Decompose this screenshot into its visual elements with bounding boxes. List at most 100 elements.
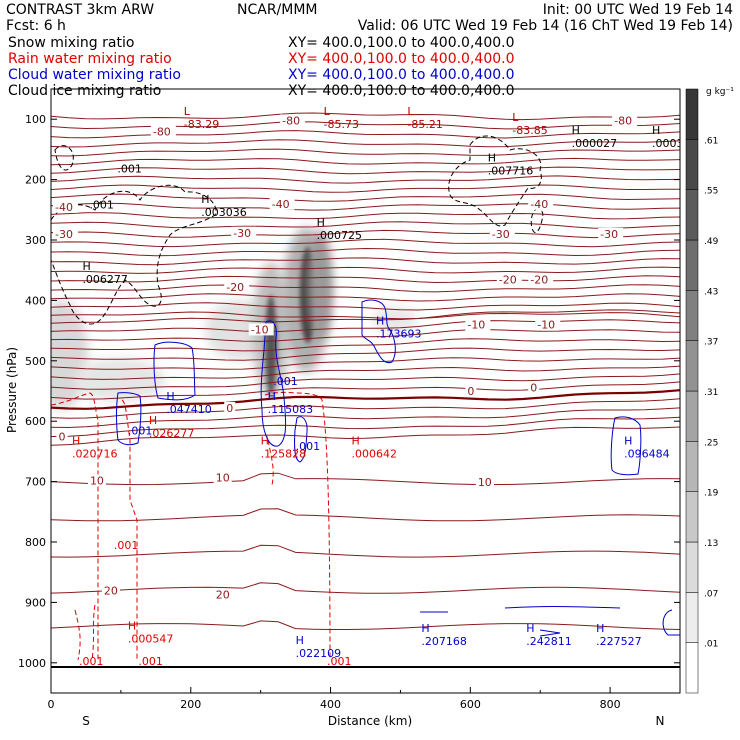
shade-left-low (75, 358, 165, 402)
cloud-contour-115083 (260, 320, 287, 447)
header-fcst: Fcst: 6 h (6, 18, 66, 34)
colorbar-label: .37 (704, 338, 718, 348)
extremum-marker: H (624, 435, 632, 448)
extremum-marker: H (596, 622, 604, 635)
colorbar-swatch (685, 340, 699, 392)
shade-plume-1-core (265, 295, 277, 395)
header-init: Init: 00 UTC Wed 19 Feb 14 (543, 2, 733, 18)
extremum-value: .026277 (149, 427, 195, 440)
rain-contour-bottom-left-2 (91, 604, 96, 661)
temperature-label: 10 (90, 474, 104, 487)
extremum-value: .173693 (376, 327, 422, 340)
colorbar-swatch (685, 189, 699, 241)
extremum-marker: H (268, 390, 276, 403)
temperature-label-bg (269, 197, 295, 210)
legend-field-xy: XY= 400.0,100.0 to 400.0,400.0 (288, 83, 515, 99)
temperature-contour (51, 112, 680, 121)
temperature-label: -80 (614, 114, 632, 127)
colorbar-label: .19 (704, 489, 719, 499)
extremum-value: .000027 (572, 137, 618, 150)
temperature-label: 20 (104, 584, 118, 597)
extremum-marker: L (407, 105, 414, 118)
y-tick-label: 900 (25, 596, 46, 609)
extremum-value: .000547 (128, 632, 174, 645)
y-tick-label: 400 (25, 294, 46, 307)
x-tick-label: 0 (48, 698, 55, 711)
extremum-marker: H (352, 435, 360, 448)
temperature-contour (51, 184, 680, 193)
colorbar-label: .43 (704, 287, 718, 297)
temperature-label: -40 (55, 201, 73, 214)
cloud-contour-mid-small (294, 416, 308, 463)
temperature-label-bg (465, 385, 477, 397)
legend-field-name: Snow mixing ratio (8, 35, 134, 51)
extremum-value: .020716 (72, 448, 118, 461)
temperature-contour (51, 398, 680, 419)
temperature-label: -30 (600, 228, 618, 241)
temperature-label-bg (280, 114, 306, 127)
temperature-contour (51, 247, 680, 257)
extremum-marker: H (572, 124, 580, 137)
cloud-contour-bottom-2 (504, 606, 621, 609)
extremum-value: -83.85 (512, 124, 547, 137)
rain-contour-bottom-left (74, 609, 81, 661)
colorbar-label: .61 (704, 136, 718, 146)
x-tick-label: 600 (460, 698, 481, 711)
temperature-contour (51, 311, 680, 320)
temperature-contour (51, 309, 680, 324)
extremum-value: .000642 (352, 448, 398, 461)
x-tick-label: 400 (320, 698, 341, 711)
contour-label: .001 (89, 199, 114, 212)
temperature-label: 0 (226, 402, 233, 415)
temperature-contour (51, 381, 680, 400)
extremum-marker: L (324, 105, 331, 118)
colorbar-swatch (685, 541, 699, 593)
temperature-contour (51, 407, 680, 429)
temperature-label-bg (53, 227, 78, 240)
legend-field-xy: XY= 400.0,100.0 to 400.0,400.0 (288, 35, 515, 51)
temperature-label: -10 (467, 319, 485, 332)
temperature-label: 0 (467, 385, 474, 398)
temperature-contour (51, 508, 680, 522)
x-end-label-left: S (82, 714, 90, 728)
legend-field-name: Rain water mixing ratio (8, 51, 172, 67)
extremum-marker: H (317, 216, 325, 229)
extremum-value: .007716 (488, 164, 534, 177)
colorbar-label: .49 (704, 237, 719, 247)
temperature-label-bg (535, 318, 561, 331)
colorbar-swatch (685, 441, 699, 492)
y-tick-label: 800 (25, 536, 46, 549)
temperature-label: 10 (216, 471, 230, 484)
contour-label: .001 (117, 162, 141, 175)
colorbar-label: .31 (704, 388, 718, 398)
colorbar-label: .13 (704, 539, 718, 549)
temperature-label-bg (213, 471, 232, 484)
temperature-label-bg (612, 114, 638, 127)
temperature-label-bg (528, 381, 540, 394)
colorbar: .01 .07 .13 .19 .25 .31 .37 .43 .49 .55 .61 (685, 88, 719, 694)
extremum-marker: H (82, 260, 90, 273)
shade-plume-3-outer (308, 230, 332, 340)
extremum-marker: H (296, 634, 304, 647)
temperature-contour (51, 302, 680, 311)
extremum-marker: H (72, 435, 80, 448)
plot-frame (50, 88, 681, 694)
colorbar-unit: g kg⁻¹ (706, 87, 734, 97)
snow-contour-right-cloud (448, 135, 542, 227)
legend-field-xy: XY= 400.0,100.0 to 400.0,400.0 (288, 51, 515, 67)
cloud-contour-left-001 (116, 392, 142, 446)
temperature-label: -20 (226, 281, 244, 294)
extremum-value: .00034 (652, 137, 691, 150)
temperature-contour (51, 148, 680, 157)
temperature-contour (51, 329, 680, 342)
header-model: CONTRAST 3km ARW (6, 2, 154, 18)
contour-label: .001 (273, 375, 298, 388)
temperature-label: -80 (153, 125, 171, 138)
temperature-contour (51, 347, 680, 361)
colorbar-label: .01 (704, 640, 718, 650)
y-tick-label: 200 (25, 174, 46, 187)
temperature-label-bg (87, 474, 106, 487)
temperature-label: -10 (251, 323, 269, 336)
